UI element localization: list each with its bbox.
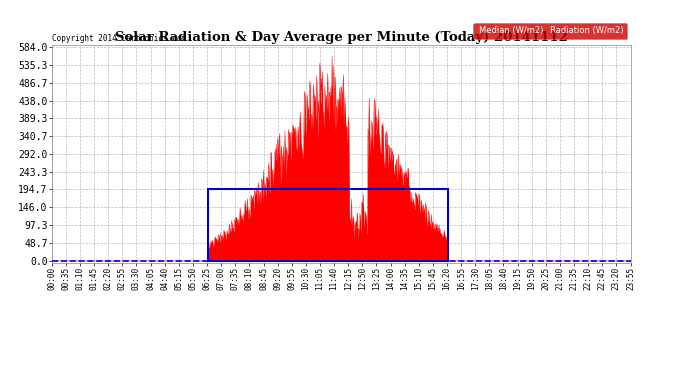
Legend: Median (W/m2), Radiation (W/m2): Median (W/m2), Radiation (W/m2) [473,23,627,39]
Text: Copyright 2014 Cartronics.com: Copyright 2014 Cartronics.com [52,34,186,43]
Title: Solar Radiation & Day Average per Minute (Today) 20141112: Solar Radiation & Day Average per Minute… [115,31,568,44]
Bar [208,189,448,261]
